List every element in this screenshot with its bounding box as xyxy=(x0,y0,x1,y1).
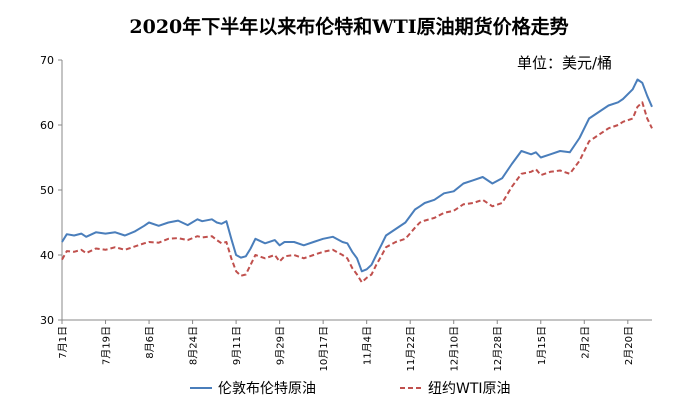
series-line-0 xyxy=(61,78,653,273)
legend-label-1: 纽约WTI原油 xyxy=(428,381,511,397)
x-tick-label: 8月6日 xyxy=(144,326,156,359)
x-tick-label: 7月1日 xyxy=(57,326,69,359)
x-tick-label: 12月28日 xyxy=(492,326,504,371)
legend-layer: 伦敦布伦特原油 纽约WTI原油 xyxy=(190,381,511,397)
legend-label-0: 伦敦布伦特原油 xyxy=(218,381,316,397)
y-tick-label: 40 xyxy=(40,249,54,262)
unit-label: 单位：美元/桶 xyxy=(517,54,613,72)
y-tick-label: 50 xyxy=(40,184,54,197)
y-tick-label: 30 xyxy=(40,314,54,327)
y-tick-label: 70 xyxy=(40,54,54,67)
x-tick-label: 12月10日 xyxy=(449,326,461,371)
x-tick-label: 10月17日 xyxy=(318,326,330,371)
x-tick-label: 9月11日 xyxy=(231,326,243,365)
x-tick-label: 11月4日 xyxy=(362,326,374,365)
chart-title: 2020年下半年以来布伦特和WTI原油期货价格走势 xyxy=(129,16,569,38)
axes: 30 40 50 60 70 7月1日 7月19日 8月6日 8月24日 9月11日 9月29日 10… xyxy=(40,54,652,371)
x-tick-label: 9月29日 xyxy=(275,326,287,365)
x-tick-label: 2月2日 xyxy=(579,326,591,359)
series-layer xyxy=(61,78,653,284)
series-line-1 xyxy=(61,101,653,284)
y-tick-label: 60 xyxy=(40,119,54,132)
x-tick-label: 7月19日 xyxy=(101,326,113,365)
x-tick-label: 2月20日 xyxy=(623,326,635,365)
x-tick-label: 1月15日 xyxy=(536,326,548,365)
x-tick-label: 8月24日 xyxy=(188,326,200,365)
x-tick-label: 11月22日 xyxy=(405,326,417,371)
